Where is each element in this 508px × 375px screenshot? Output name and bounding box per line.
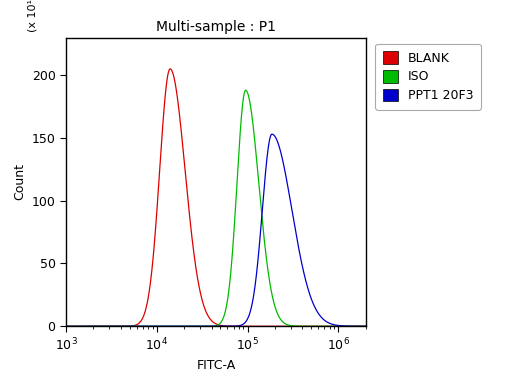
Line: PPT1 20F3: PPT1 20F3 <box>66 134 366 326</box>
BLANK <box>338 324 344 328</box>
PPT1 20F3 <box>63 324 69 328</box>
BLANK <box>167 67 173 71</box>
BLANK <box>189 236 195 240</box>
X-axis label: FITC-A: FITC-A <box>196 359 236 372</box>
Legend: BLANK, ISO, PPT1 20F3: BLANK, ISO, PPT1 20F3 <box>375 44 481 110</box>
Text: (x 10¹): (x 10¹) <box>27 0 37 32</box>
BLANK <box>281 324 287 328</box>
Y-axis label: Count: Count <box>13 164 26 200</box>
ISO <box>189 324 195 328</box>
BLANK <box>192 255 198 260</box>
PPT1 20F3 <box>205 324 211 328</box>
PPT1 20F3 <box>281 163 287 168</box>
ISO <box>281 321 287 325</box>
BLANK <box>63 324 69 328</box>
Title: Multi-sample : P1: Multi-sample : P1 <box>156 20 276 33</box>
ISO <box>192 324 198 328</box>
ISO <box>205 324 211 328</box>
PPT1 20F3 <box>269 132 275 136</box>
BLANK <box>363 324 369 328</box>
PPT1 20F3 <box>338 324 344 328</box>
ISO <box>363 324 369 328</box>
ISO <box>338 324 344 328</box>
PPT1 20F3 <box>189 324 195 328</box>
ISO <box>63 324 69 328</box>
PPT1 20F3 <box>363 324 369 328</box>
ISO <box>354 324 360 328</box>
PPT1 20F3 <box>354 324 360 328</box>
ISO <box>243 88 249 93</box>
PPT1 20F3 <box>192 324 198 328</box>
BLANK <box>354 324 360 328</box>
BLANK <box>205 314 211 319</box>
Line: ISO: ISO <box>66 90 366 326</box>
Line: BLANK: BLANK <box>66 69 366 326</box>
